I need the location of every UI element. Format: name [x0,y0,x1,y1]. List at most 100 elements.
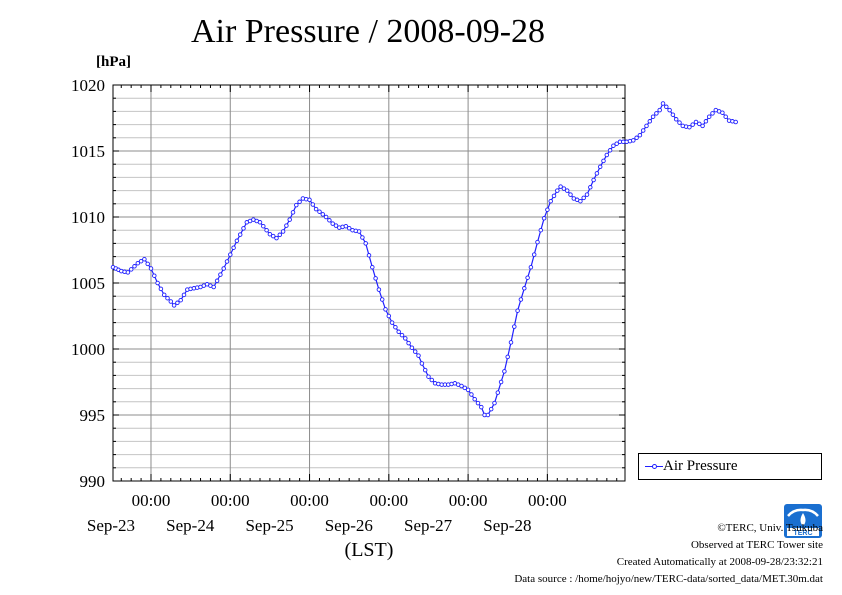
data-point [723,114,728,119]
data-point [581,195,586,201]
data-point [128,267,134,272]
data-point [323,214,329,220]
data-point [588,185,593,190]
data-point [290,210,296,215]
data-point [462,385,468,391]
data-point [495,390,501,395]
data-point [333,223,339,228]
data-point [399,332,405,338]
data-point [687,124,692,130]
data-point [234,238,240,244]
data-point [545,207,550,212]
data-point [518,297,524,302]
data-point [406,340,411,346]
data-point [221,266,226,271]
data-point [171,303,177,308]
data-point [535,239,540,245]
grid-lines [113,84,625,482]
data-point [637,132,643,138]
data-point [181,292,187,298]
data-point [492,400,497,406]
data-point [657,107,662,113]
data-point [634,135,639,141]
data-point [396,329,401,335]
data-point [564,188,570,193]
y-tick-label: 1015 [71,142,105,161]
terc-logo: TERC [784,504,822,538]
data-point [505,354,510,360]
y-tick-label: 1010 [71,208,105,227]
x-tick-time-label: 00:00 [290,491,329,510]
data-point [346,225,352,231]
data-point [330,221,335,226]
data-point [607,148,613,153]
data-point [522,286,527,291]
data-point [145,261,150,267]
legend-label: Air Pressure [663,458,738,474]
data-point [697,121,702,127]
data-point [270,233,276,239]
data-point [178,297,183,303]
data-point [465,387,471,393]
data-point [710,111,715,116]
data-point [416,353,421,358]
data-point [412,349,418,354]
data-point [277,232,283,238]
data-point [429,377,435,383]
data-point [148,266,154,271]
data-point [360,235,365,240]
data-point [237,232,243,237]
data-point [485,412,491,418]
data-point [426,374,431,379]
data-point [294,202,299,208]
x-tick-time-label: 00:00 [369,491,408,510]
data-point [591,177,596,183]
data-point [284,223,289,228]
data-point [356,229,362,234]
data-point [158,286,164,292]
data-point [261,223,266,229]
y-tick-label: 1000 [71,340,105,359]
x-axis-label: (LST) [345,539,394,561]
data-point [508,340,514,345]
data-point [287,217,292,222]
data-point [165,295,170,301]
data-point [601,158,606,164]
data-point [614,141,619,146]
data-point [720,110,725,115]
data-point [135,260,141,266]
data-point [667,107,672,113]
data-point [132,264,137,269]
data-point [138,258,144,264]
x-tick-date-label: Sep-23 [87,516,135,535]
data-point [317,209,322,214]
data-point [611,143,616,148]
data-point [373,276,378,281]
data-point [650,114,656,119]
data-point [161,292,167,298]
data-point [274,235,279,241]
axes: 990 995 1000 1005 1010 1015 1020 00:00 Sep-23 00:… [71,76,626,535]
data-point [700,123,705,129]
data-point [125,270,131,275]
data-point [568,192,573,197]
data-point [376,287,382,292]
chart-title: Air Pressure / 2008-09-28 [190,13,546,50]
data-point [264,227,269,233]
data-point [677,120,682,125]
logo-drop [800,513,806,526]
y-tick-label: 995 [80,406,106,425]
data-point [363,241,368,246]
data-point [690,122,695,127]
data-point [389,320,395,325]
data-point [597,164,603,170]
data-point [218,272,223,277]
data-point [541,216,547,221]
x-tick-date-label: Sep-26 [325,516,373,535]
data-point [403,336,408,341]
data-point [241,226,246,231]
data-point [267,231,273,237]
y-tick-label: 990 [80,472,106,491]
data-point [644,123,649,129]
